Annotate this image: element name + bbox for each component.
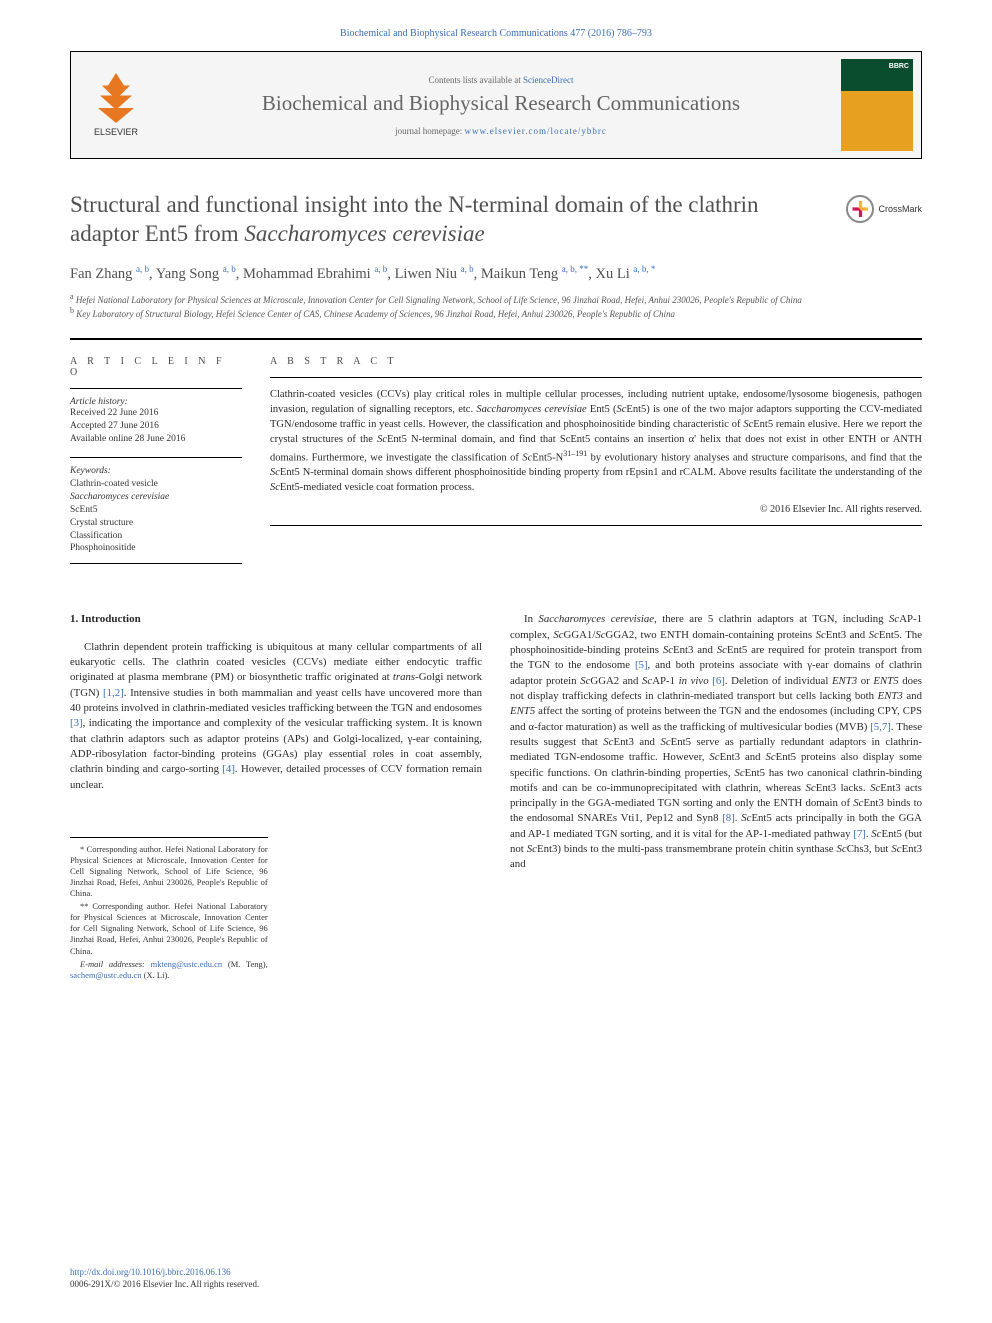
article-history-block: Article history: Received 22 June 2016 A…	[70, 388, 242, 445]
sciencedirect-link[interactable]: ScienceDirect	[523, 75, 573, 85]
doi-line: http://dx.doi.org/10.1016/j.bbrc.2016.06…	[70, 1267, 922, 1277]
email-label: E-mail addresses:	[80, 959, 145, 969]
crossmark-icon	[846, 195, 874, 223]
abstract-text: Clathrin-coated vesicles (CCVs) play cri…	[270, 388, 922, 496]
email-link-2[interactable]: sachem@ustc.edu.cn	[70, 970, 142, 980]
affil-text: Hefei National Laboratory for Physical S…	[76, 295, 802, 305]
footnote-corresponding-2: ** Corresponding author. Hefei National …	[70, 901, 268, 956]
journal-cover-thumbnail[interactable]	[841, 59, 913, 151]
keywords-block: Keywords: Clathrin-coated vesicle Saccha…	[70, 457, 242, 564]
article-info-heading: A R T I C L E I N F O	[70, 356, 242, 378]
abstract-heading: A B S T R A C T	[270, 356, 922, 367]
history-line: Received 22 June 2016	[70, 407, 242, 420]
crossmark-label: CrossMark	[878, 204, 922, 214]
journal-homepage-line: journal homepage: www.elsevier.com/locat…	[161, 126, 841, 136]
keywords-label: Keywords:	[70, 466, 242, 476]
footer-rights: 0006-291X/© 2016 Elsevier Inc. All right…	[70, 1279, 922, 1289]
keyword: Classification	[70, 530, 242, 543]
affiliations: a Hefei National Laboratory for Physical…	[70, 292, 922, 320]
history-label: Article history:	[70, 397, 242, 407]
author-list: Fan Zhang a, b, Yang Song a, b, Mohammad…	[70, 263, 922, 284]
homepage-prefix: journal homepage:	[395, 126, 464, 136]
history-line: Accepted 27 June 2016	[70, 420, 242, 433]
section-heading: 1. Introduction	[70, 612, 482, 628]
affil-sup: a	[70, 292, 74, 301]
elsevier-label: ELSEVIER	[94, 127, 138, 137]
body-columns: 1. Introduction Clathrin dependent prote…	[70, 612, 922, 982]
email-link-1[interactable]: mkteng@ustc.edu.cn	[151, 959, 223, 969]
doi-link[interactable]: http://dx.doi.org/10.1016/j.bbrc.2016.06…	[70, 1267, 231, 1277]
column-left: 1. Introduction Clathrin dependent prote…	[70, 612, 482, 982]
affil-text: Key Laboratory of Structural Biology, He…	[76, 309, 675, 319]
column-right: In Saccharomyces cerevisiae, there are 5…	[510, 612, 922, 982]
journal-homepage-link[interactable]: www.elsevier.com/locate/ybbrc	[465, 126, 607, 136]
journal-header-center: Contents lists available at ScienceDirec…	[161, 75, 841, 136]
footnote-corresponding-1: * Corresponding author. Hefei National L…	[70, 844, 268, 899]
elsevier-tree-icon	[96, 73, 136, 123]
body-paragraph: In Saccharomyces cerevisiae, there are 5…	[510, 612, 922, 873]
keyword: Phosphoinositide	[70, 542, 242, 555]
info-abstract-row: A R T I C L E I N F O Article history: R…	[70, 339, 922, 564]
crossmark-badge[interactable]: CrossMark	[846, 195, 922, 223]
body-paragraph: Clathrin dependent protein trafficking i…	[70, 640, 482, 793]
keyword: Crystal structure	[70, 517, 242, 530]
title-section: Structural and functional insight into t…	[70, 191, 922, 249]
email-who-1: (M. Teng),	[228, 959, 268, 969]
keyword: ScEnt5	[70, 504, 242, 517]
journal-header: ELSEVIER Contents lists available at Sci…	[70, 51, 922, 159]
journal-name: Biochemical and Biophysical Research Com…	[161, 91, 841, 116]
abstract-body: Clathrin-coated vesicles (CCVs) play cri…	[270, 377, 922, 526]
abstract-box: A B S T R A C T Clathrin-coated vesicles…	[270, 339, 922, 564]
title-italic: Saccharomyces cerevisiae	[244, 221, 484, 246]
affiliation-a: a Hefei National Laboratory for Physical…	[70, 292, 922, 306]
contents-prefix: Contents lists available at	[429, 75, 523, 85]
keyword: Clathrin-coated vesicle	[70, 478, 242, 491]
article-info-box: A R T I C L E I N F O Article history: R…	[70, 339, 270, 564]
footnotes: * Corresponding author. Hefei National L…	[70, 837, 268, 981]
contents-lists-line: Contents lists available at ScienceDirec…	[161, 75, 841, 85]
footnote-emails: E-mail addresses: mkteng@ustc.edu.cn (M.…	[70, 959, 268, 981]
email-who-2: (X. Li).	[144, 970, 170, 980]
section-number: 1.	[70, 613, 78, 625]
keyword: Saccharomyces cerevisiae	[70, 491, 242, 504]
section-title: Introduction	[81, 613, 141, 625]
affil-sup: b	[70, 306, 74, 315]
page-footer: http://dx.doi.org/10.1016/j.bbrc.2016.06…	[70, 1267, 922, 1289]
running-head-citation: Biochemical and Biophysical Research Com…	[0, 0, 992, 51]
abstract-copyright: © 2016 Elsevier Inc. All rights reserved…	[270, 504, 922, 515]
history-line: Available online 28 June 2016	[70, 433, 242, 446]
elsevier-logo[interactable]: ELSEVIER	[71, 52, 161, 158]
affiliation-b: b Key Laboratory of Structural Biology, …	[70, 306, 922, 320]
article-title: Structural and functional insight into t…	[70, 191, 922, 249]
